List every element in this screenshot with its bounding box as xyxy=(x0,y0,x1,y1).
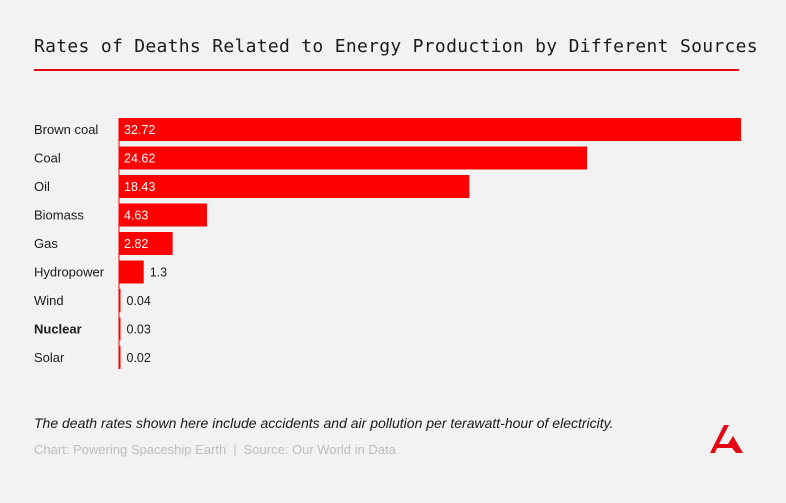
bar-hydropower xyxy=(119,260,144,284)
footer-separator: | xyxy=(233,442,237,457)
chart-credit: Chart: Powering Spaceship Earth xyxy=(34,442,227,457)
chart-footer: Chart: Powering Spaceship Earth | Source: … xyxy=(34,442,396,457)
category-label-nuclear: Nuclear xyxy=(34,322,82,337)
value-label-brown-coal: 32.72 xyxy=(124,123,155,137)
bar-coal xyxy=(119,146,588,170)
value-label-nuclear: 0.03 xyxy=(127,323,151,337)
brand-logo-icon xyxy=(710,425,743,453)
bar-oil xyxy=(119,175,470,198)
value-label-biomass: 4.63 xyxy=(124,209,148,223)
category-label-gas: Gas xyxy=(34,236,58,251)
category-label-hydropower: Hydropower xyxy=(34,265,105,280)
value-label-gas: 2.82 xyxy=(124,237,148,251)
value-label-solar: 0.02 xyxy=(127,351,151,365)
bar-solar xyxy=(119,346,121,369)
bar-nuclear xyxy=(119,317,121,341)
bar-chart: Brown coal 32.72 Coal 24.62 Oil 18.43 Biomass 4… xyxy=(34,118,741,369)
chart-title: Rates of Deaths Related to Energy Produc… xyxy=(34,36,758,57)
value-label-oil: 18.43 xyxy=(124,180,155,194)
category-label-brown-coal: Brown coal xyxy=(34,122,98,137)
category-label-solar: Solar xyxy=(34,350,65,365)
value-label-hydropower: 1.3 xyxy=(150,266,167,280)
category-label-oil: Oil xyxy=(34,179,50,194)
chart-caption: The death rates shown here include accid… xyxy=(34,415,614,431)
bar-brown-coal xyxy=(119,118,741,141)
bar-wind xyxy=(119,289,121,312)
bar-gas xyxy=(119,232,173,255)
value-label-wind: 0.04 xyxy=(127,294,151,308)
category-label-biomass: Biomass xyxy=(34,208,84,223)
category-label-wind: Wind xyxy=(34,293,64,308)
value-label-coal: 24.62 xyxy=(124,152,155,166)
bar-biomass xyxy=(119,203,208,227)
title-underline xyxy=(34,69,739,71)
category-label-coal: Coal xyxy=(34,151,61,166)
chart-source: Source: Our World in Data xyxy=(243,442,396,457)
